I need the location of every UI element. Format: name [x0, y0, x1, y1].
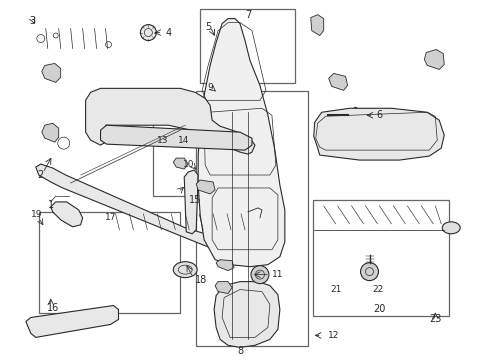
Polygon shape — [198, 19, 285, 267]
Bar — [39, 212, 180, 314]
Text: 5: 5 — [205, 22, 211, 32]
Text: 7: 7 — [245, 10, 251, 20]
Ellipse shape — [173, 262, 197, 278]
Text: 15: 15 — [189, 195, 201, 205]
Text: 22: 22 — [372, 285, 383, 294]
Polygon shape — [100, 125, 252, 150]
Text: 17: 17 — [105, 213, 116, 222]
Text: 12: 12 — [328, 331, 339, 340]
Text: 2: 2 — [38, 170, 44, 180]
Polygon shape — [173, 158, 188, 169]
Bar — [200, 9, 295, 84]
Text: 19: 19 — [31, 210, 43, 219]
Text: 9: 9 — [207, 83, 213, 92]
Polygon shape — [215, 282, 232, 293]
Bar — [313, 200, 449, 316]
Text: 23: 23 — [429, 314, 441, 324]
Polygon shape — [86, 88, 255, 154]
Circle shape — [361, 263, 378, 280]
Polygon shape — [424, 50, 444, 69]
Polygon shape — [36, 164, 226, 252]
Circle shape — [251, 266, 269, 284]
Polygon shape — [214, 282, 280, 347]
Polygon shape — [42, 123, 59, 142]
Polygon shape — [311, 15, 324, 36]
Text: 6: 6 — [376, 110, 383, 120]
Bar — [153, 118, 208, 196]
Text: 13: 13 — [157, 136, 168, 145]
Polygon shape — [184, 170, 198, 234]
Text: 14: 14 — [177, 136, 189, 145]
Polygon shape — [196, 180, 215, 194]
Polygon shape — [26, 306, 119, 337]
Text: 1: 1 — [48, 200, 54, 210]
Circle shape — [141, 24, 156, 41]
Text: 4: 4 — [165, 28, 172, 37]
Text: 16: 16 — [47, 302, 59, 312]
Text: 3: 3 — [30, 15, 36, 26]
Polygon shape — [349, 107, 363, 123]
Polygon shape — [314, 108, 444, 160]
Text: 18: 18 — [195, 275, 207, 285]
Polygon shape — [216, 260, 234, 271]
Bar — [196, 91, 308, 346]
Text: 21: 21 — [330, 285, 342, 294]
Ellipse shape — [442, 222, 460, 234]
Polygon shape — [51, 202, 83, 227]
Polygon shape — [42, 63, 61, 82]
Polygon shape — [329, 73, 347, 90]
Text: 20: 20 — [373, 305, 386, 315]
Text: 11: 11 — [272, 270, 283, 279]
Text: 8: 8 — [237, 346, 243, 356]
Text: 10: 10 — [182, 159, 194, 168]
